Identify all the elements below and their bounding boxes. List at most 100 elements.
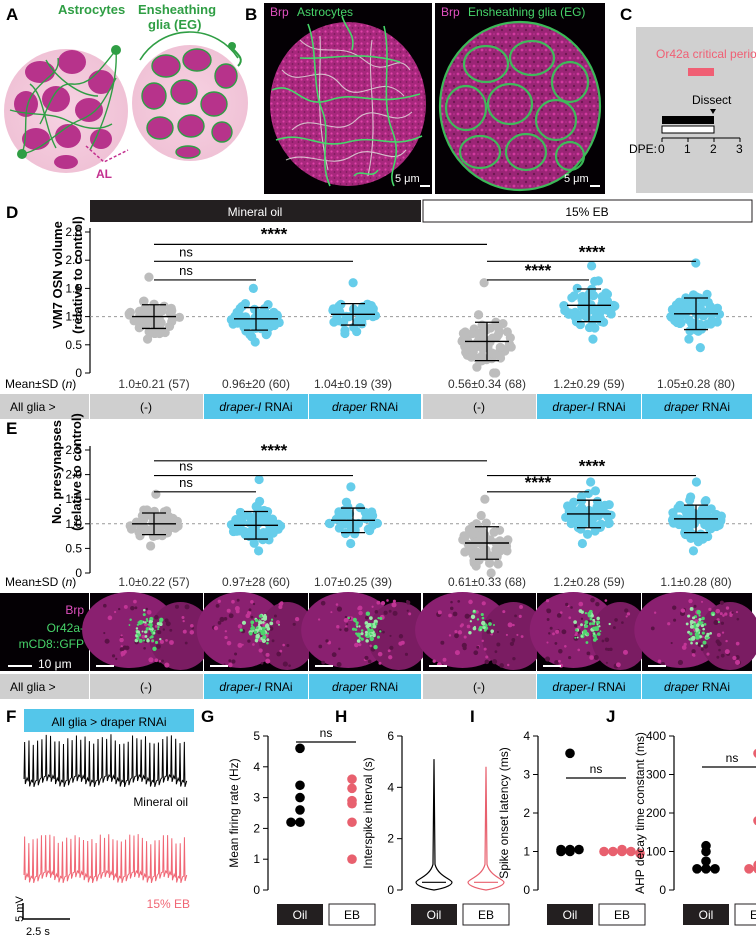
dpe-tick-3: 3 [736,142,743,156]
cat-eb-label: EB [344,908,360,922]
panel-a-label: A [6,5,18,24]
data-point [347,783,357,794]
data-point [468,550,478,560]
group-points [324,482,382,549]
ns-label: ns [320,726,333,740]
microscopy-image [529,592,650,671]
data-point [167,306,177,316]
data-point [263,300,273,310]
panel-c-label: C [620,5,632,24]
data-point [232,307,242,317]
group-points [328,278,381,339]
panel-e-genotype-4: draper-I RNAi [552,680,625,694]
critical-period-label: Or42a critical period [656,47,756,61]
panel-e-genotype-row: All glia > (-) draper-I RNAi draper RNAi… [0,674,752,699]
y-tick-label: 0 [523,883,530,897]
data-point [689,321,700,331]
y-tick-label: 5 [253,729,260,743]
data-point [744,864,754,874]
data-point [347,817,357,828]
panel-d-meansd-label: Mean±SD (n) [5,377,76,391]
data-point [268,528,278,538]
panel-d-genotype-1: draper-I RNAi [219,400,292,414]
data-point [295,792,305,803]
cat-eb-label: EB [614,908,630,922]
cat-eb-box [734,903,756,926]
panel-b: B Brp Astrocytes [245,3,605,194]
data-point [701,856,711,866]
data-point [493,321,503,331]
y-tick-label: 0 [75,366,82,380]
b-left-brp: Brp [270,5,289,19]
data-point [483,552,493,562]
data-point [635,848,645,859]
data-point [675,316,685,326]
data-point [753,864,756,874]
group-points [226,283,284,347]
data-point [559,301,569,311]
panel-d-meansd-1: 0.96±20 (60) [222,377,290,391]
y-tick-label: 1.0 [65,310,82,324]
y-tick-label: 3 [253,791,260,805]
data-point [570,507,581,517]
panel-d-genotype-0: (-) [140,400,152,414]
data-point [585,305,595,315]
data-point [339,505,349,516]
data-point [143,317,153,327]
y-tick-label: 0 [387,883,394,897]
data-point [503,535,513,545]
cat-oil-box [547,904,593,925]
group-points [458,494,513,578]
b-right-brp: Brp [441,5,460,19]
panel-d-meansd-5: 1.05±0.28 (80) [657,377,735,391]
data-point [254,474,264,485]
data-point [495,342,505,352]
microscopy-image [634,592,756,671]
panel-e-meansd-0: 1.0±0.22 (57) [118,575,189,589]
data-point [459,531,469,541]
data-point [617,846,627,857]
cat-oil-label: Oil [699,908,714,922]
eg-glomeruli [141,48,238,159]
data-point [582,507,592,517]
data-point [586,477,596,487]
data-point [596,306,606,316]
y-tick-label: 0 [75,566,82,580]
data-point [231,514,241,525]
panel-e-meansd-5: 1.1±0.28 (80) [660,575,731,589]
y-tick-label: 3 [523,768,530,782]
data-point [334,301,344,311]
trace-eb [23,834,188,884]
data-point [469,528,479,538]
panel-e-meansd-4: 1.2±0.28 (59) [553,575,624,589]
y-tick-label: 300 [646,768,666,782]
dpe-tick-1: 1 [684,142,691,156]
sig-label: ns [179,475,193,490]
panel-f-label: F [6,707,16,726]
data-point [150,328,160,339]
panel-e-meansd-1: 0.97±28 (60) [222,575,290,589]
sig-label: **** [579,457,606,476]
sig-label: **** [525,473,552,492]
data-point [703,531,713,542]
y-tick-label: 2 [387,832,394,846]
data-point [577,538,588,549]
data-point [703,297,713,307]
data-point [295,780,305,791]
y-axis-label: AHP decay time constant (ms) [633,732,647,894]
data-point [686,533,696,543]
astrocytes-title: Astrocytes [58,2,125,17]
dissect-arrow-icon [710,109,716,114]
data-point [610,301,620,311]
panel-f-title: All glia > draper RNAi [51,715,166,729]
b-right-scale: 5 μm [564,173,589,185]
sig-label: **** [579,242,606,261]
data-point [476,510,486,521]
data-point [702,289,712,299]
data-point [125,307,135,317]
data-point [460,547,470,557]
y-tick-label: 2 [523,806,530,820]
dpe-tick-2: 2 [710,142,717,156]
